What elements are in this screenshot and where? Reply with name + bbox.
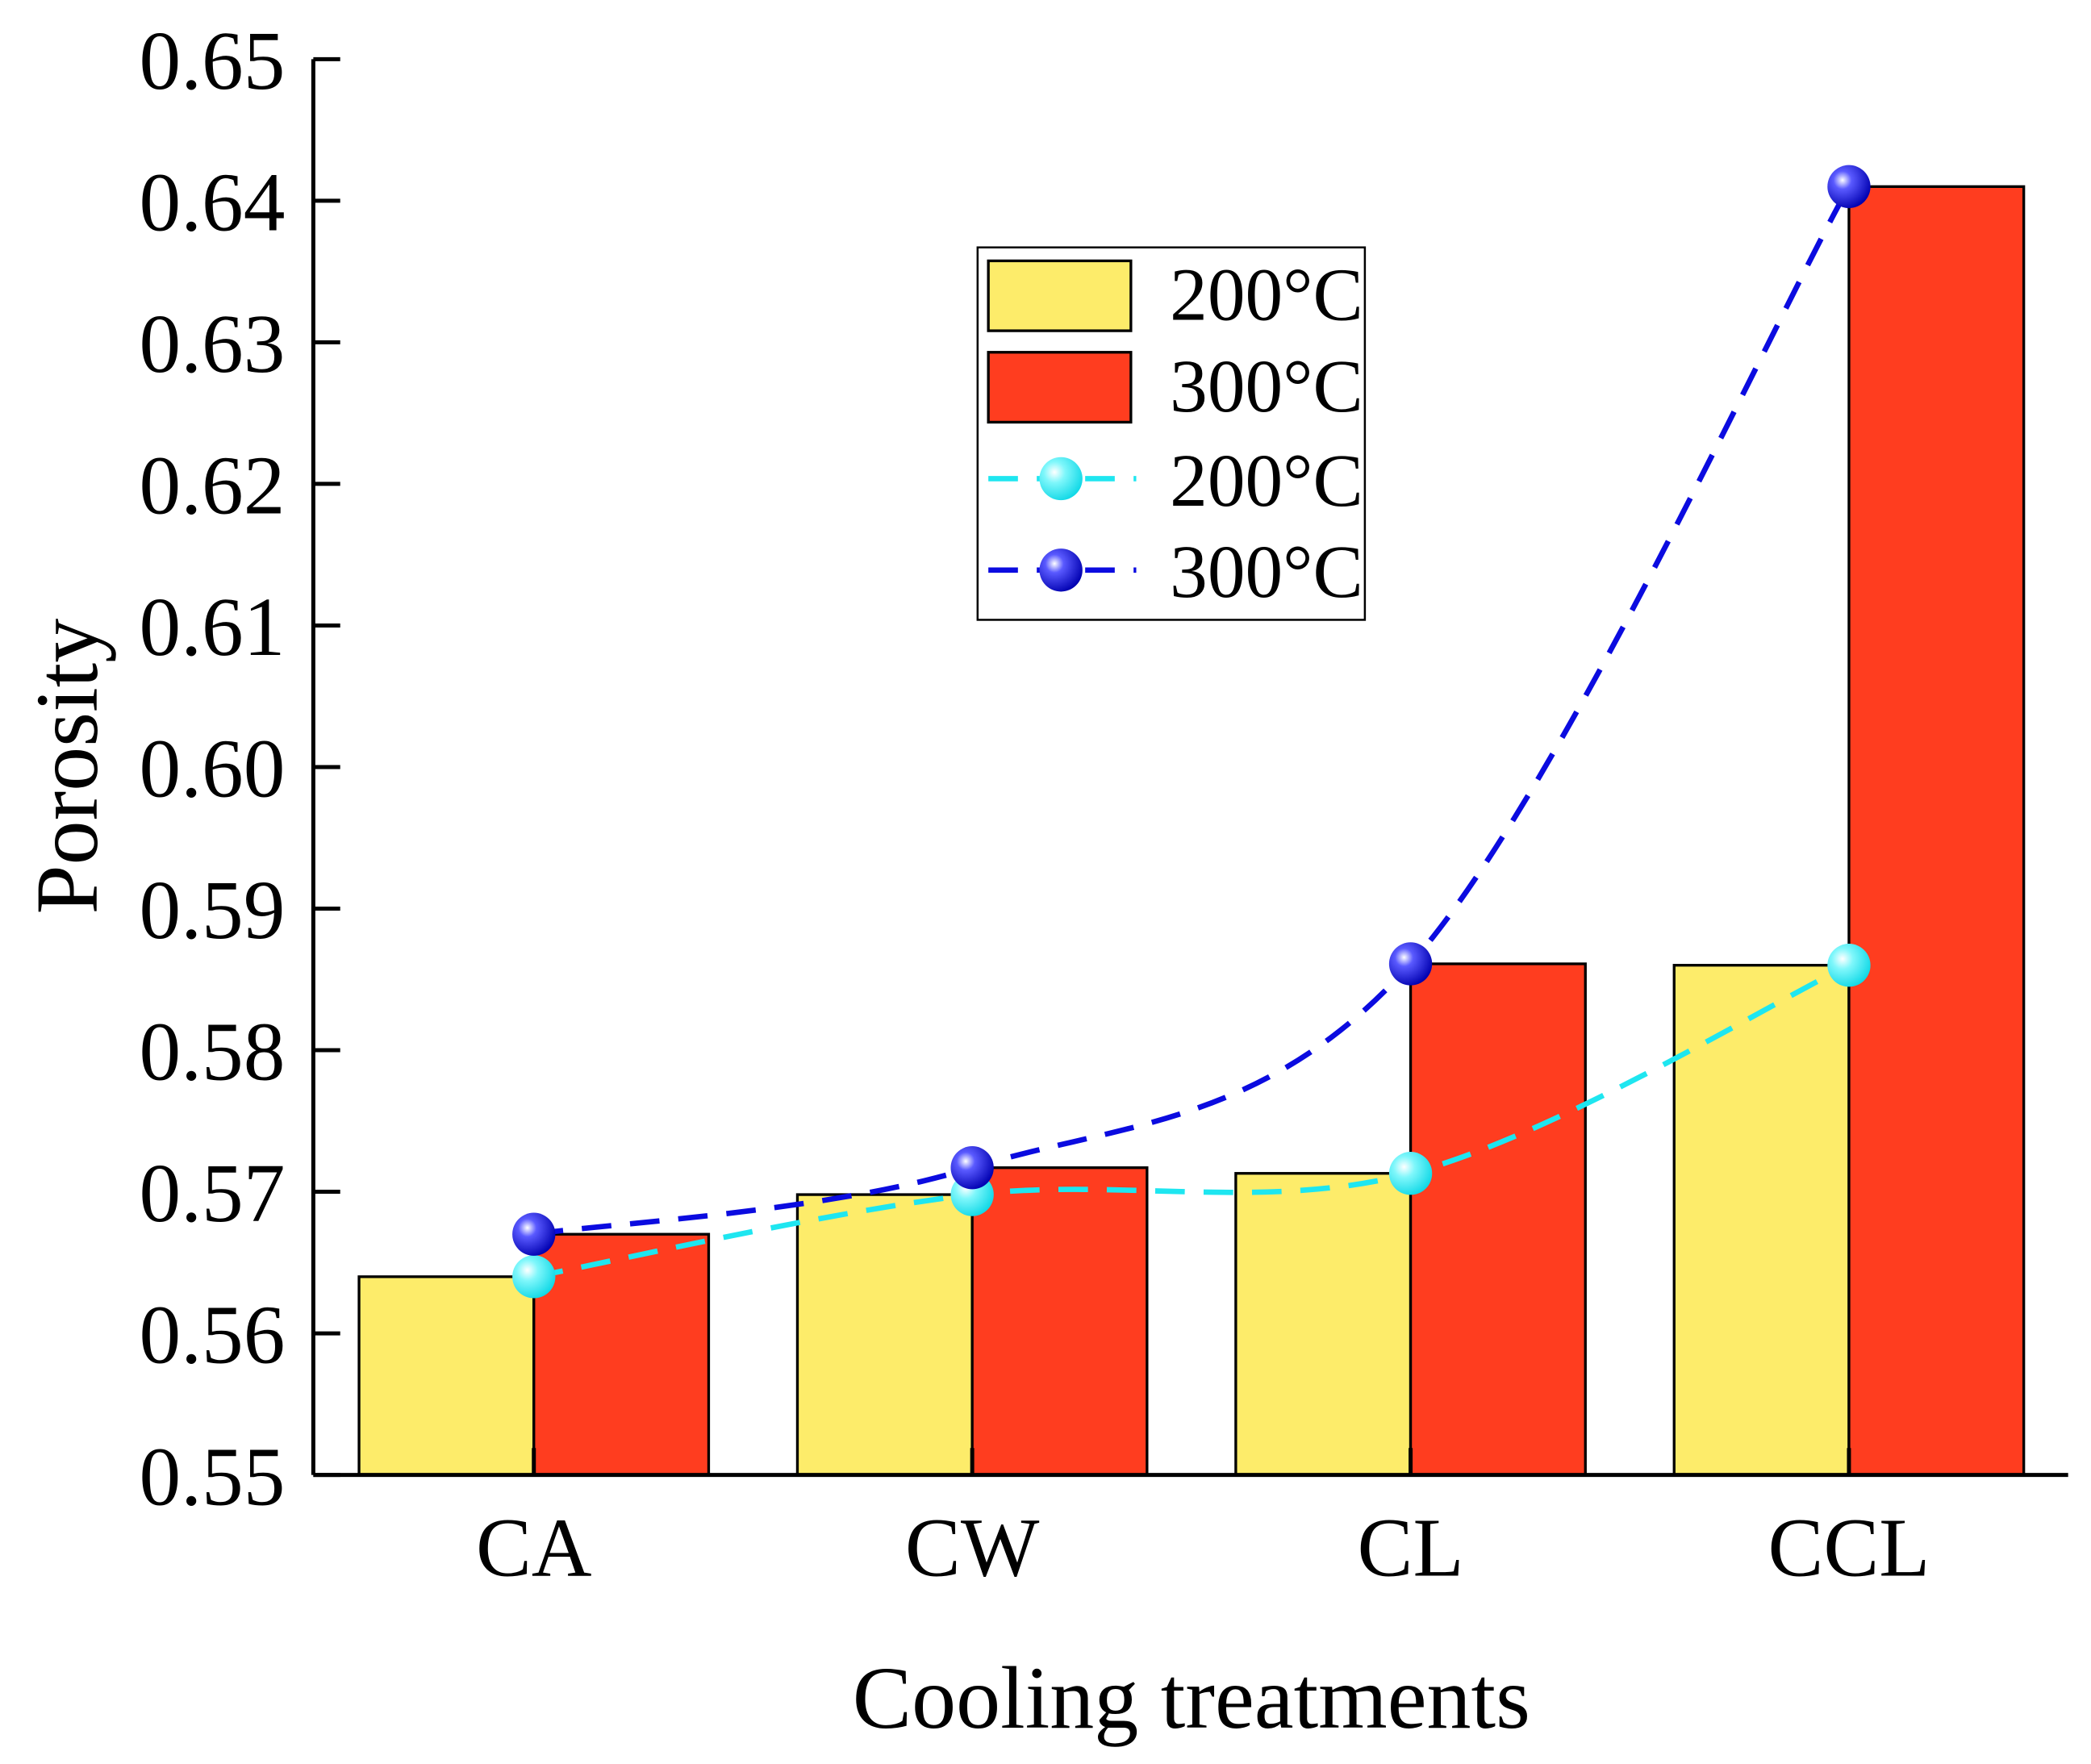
legend-label: 200°C: [1170, 254, 1363, 337]
x-axis-label: Cooling treatments: [853, 1649, 1530, 1747]
point-CCL-200°C: [1827, 944, 1871, 987]
line-300°C-b: [533, 185, 1851, 1237]
point-CL-300°C: [1388, 942, 1433, 986]
y-tick-label: 0.65: [140, 15, 286, 107]
bar-CW-200°C: [795, 1193, 974, 1477]
legend-marker: [1039, 548, 1083, 592]
y-tick-label: 0.55: [140, 1431, 286, 1523]
point-CA-300°C: [512, 1212, 556, 1256]
axes: 0.55 0.56 0.57 0.58 0.59 0.60 0.61 0.62 0.63 0.64…: [140, 15, 2068, 1595]
y-tick-label: 0.61: [140, 582, 286, 673]
bar-CCL-200°C: [1672, 964, 1851, 1477]
y-tick-label: 0.63: [140, 298, 286, 390]
x-tick-label: CW: [905, 1503, 1040, 1595]
legend-swatch-bar: [987, 351, 1133, 424]
bar-CA-200°C: [357, 1275, 536, 1477]
legend-label: 200°C: [1170, 440, 1363, 523]
legend-label: 300°C: [1170, 531, 1363, 614]
y-tick-label: 0.62: [140, 440, 286, 532]
point-CW-300°C: [950, 1146, 994, 1190]
y-tick-label: 0.56: [140, 1290, 286, 1382]
point-CL-200°C: [1388, 1152, 1433, 1195]
y-tick-label: 0.58: [140, 1007, 286, 1099]
x-tick-label: CL: [1358, 1503, 1464, 1595]
bar-CA-300°C: [532, 1232, 711, 1477]
y-axis-label: Porosity: [18, 619, 116, 915]
bar-CW-300°C: [970, 1166, 1149, 1477]
bars-layer: [357, 185, 2026, 1477]
y-tick-label: 0.57: [140, 1148, 286, 1240]
legend-swatch-bar: [987, 259, 1133, 332]
point-CCL-300°C: [1827, 165, 1871, 209]
bar-CL-300°C: [1409, 962, 1587, 1477]
y-tick-label: 0.59: [140, 865, 286, 957]
legend-label: 300°C: [1170, 345, 1363, 428]
y-tick-label: 0.64: [140, 157, 286, 249]
y-tick-label: 0.60: [140, 724, 286, 815]
bar-CCL-300°C: [1847, 185, 2026, 1477]
point-CA-200°C: [512, 1255, 556, 1299]
bar-CL-200°C: [1234, 1172, 1413, 1477]
line-200°C-a: [533, 962, 1851, 1280]
legend-marker: [1039, 457, 1083, 501]
x-tick-label: CCL: [1768, 1503, 1930, 1595]
x-tick-label: CA: [476, 1503, 592, 1595]
lines-layer: [512, 165, 1871, 1299]
